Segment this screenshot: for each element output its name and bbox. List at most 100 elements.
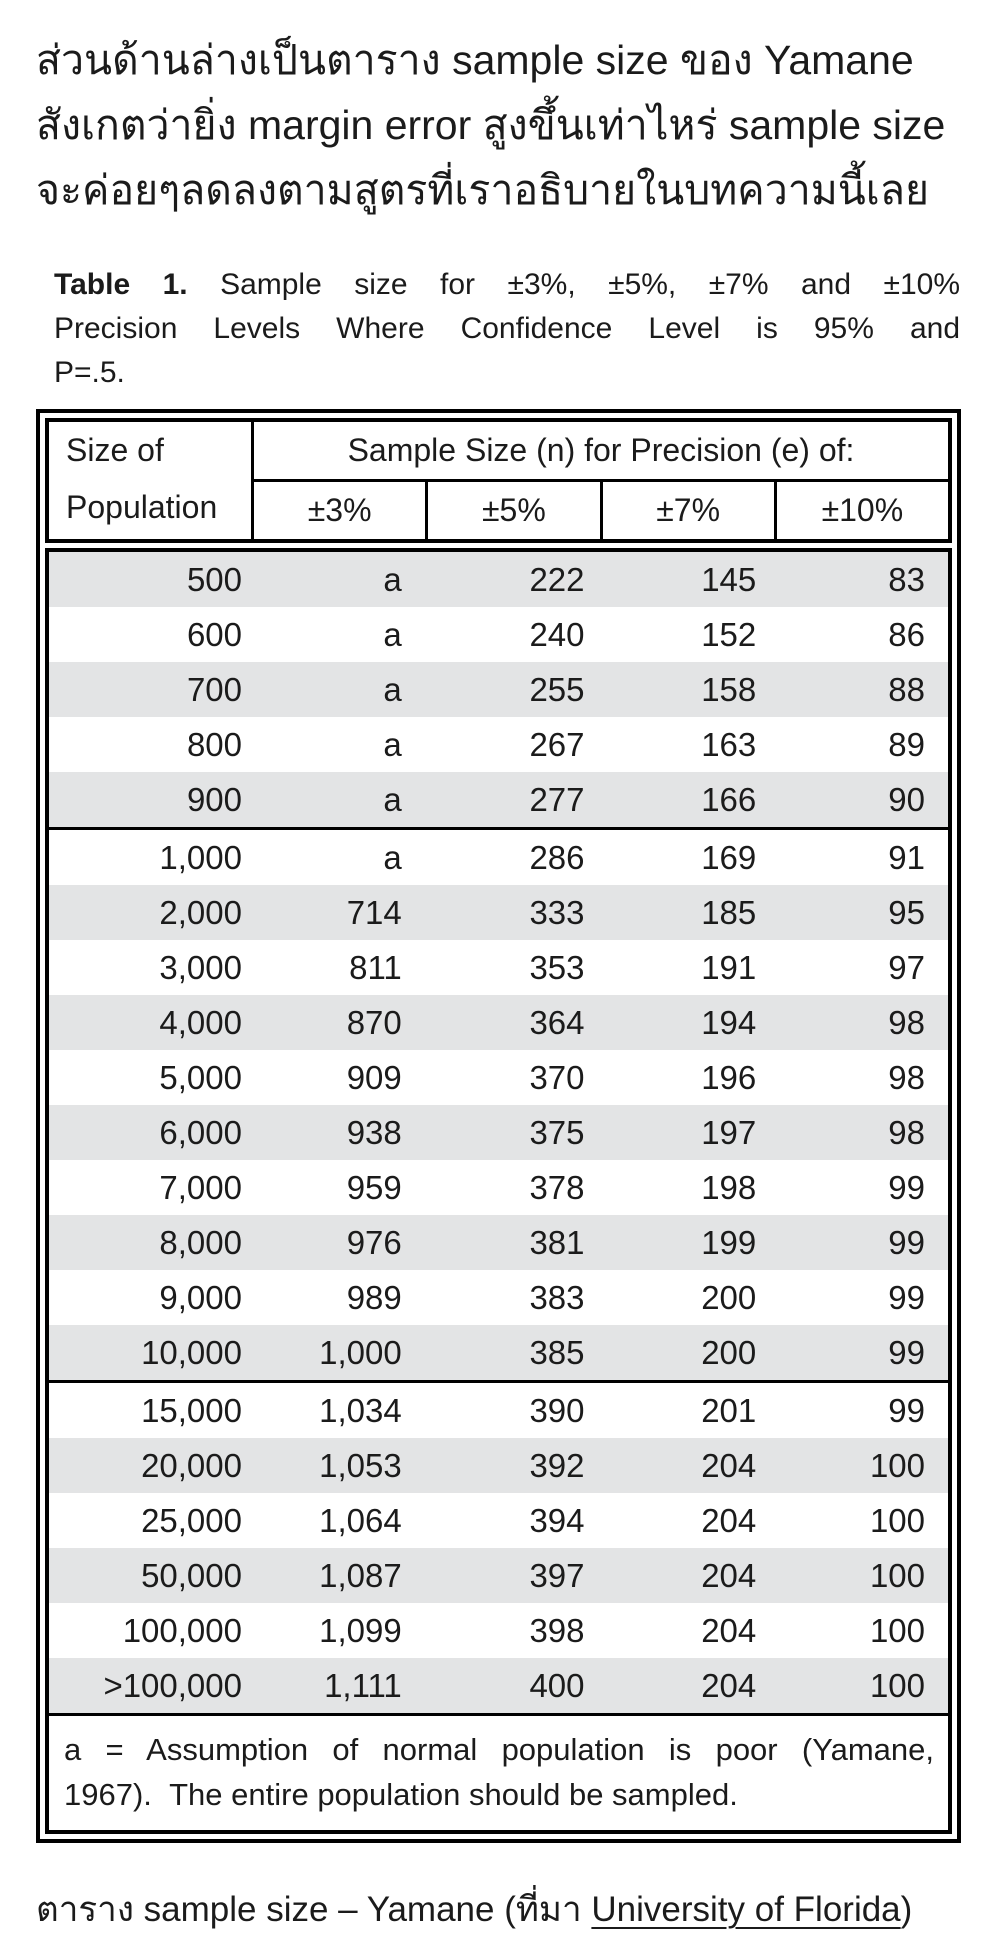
caption: ตาราง sample size – Yamane (ที่มา Univer… — [36, 1885, 969, 1955]
sample-size-table: Size of Population Sample Size (n) for P… — [36, 409, 961, 1843]
table-cell: a — [383, 725, 402, 763]
table-cell: 286 — [529, 838, 585, 876]
table-header: Size of Population Sample Size (n) for P… — [45, 418, 952, 543]
table-title-line-2: Precision Levels Where Confidence Level … — [54, 312, 960, 345]
table-row: 800 a 267 163 89 — [49, 717, 948, 772]
table-cell: 353 — [529, 948, 585, 986]
table-cell: 364 — [529, 1003, 585, 1041]
table-cell: 50,000 — [141, 1556, 242, 1594]
table-cell: 222 — [529, 560, 585, 598]
table-cell: a — [383, 560, 402, 598]
table-cell: 1,034 — [319, 1391, 402, 1429]
table-title-text: Sample size for ±3%, ±5%, ±7% and ±10% — [220, 268, 960, 301]
table-row-group: 500 a 222 145 83 600 a 240 152 86 700 a 255 158 88 800 a… — [49, 552, 948, 827]
table-cell: 4,000 — [159, 1003, 242, 1041]
table-cell: 191 — [701, 948, 757, 986]
table-cell: 1,053 — [319, 1446, 402, 1484]
table-row: 7,000 959 378 198 99 — [49, 1160, 948, 1215]
table-cell: 200 — [701, 1333, 757, 1371]
table-cell: 89 — [888, 725, 925, 763]
table-cell: 7,000 — [159, 1168, 242, 1206]
table-cell: 100 — [869, 1556, 925, 1594]
table-cell: 397 — [529, 1556, 585, 1594]
table-cell: 381 — [529, 1223, 585, 1261]
table-cell: 97 — [888, 948, 925, 986]
caption-suffix: ) — [900, 1890, 913, 1929]
table-cell: 1,099 — [319, 1611, 402, 1649]
table-cell: 267 — [529, 725, 585, 763]
table-cell: 390 — [529, 1391, 585, 1429]
table-cell: 5,000 — [159, 1058, 242, 1096]
table-cell: 204 — [701, 1501, 757, 1539]
table-cell: 400 — [529, 1666, 585, 1704]
table-cell: 194 — [701, 1003, 757, 1041]
intro-line-3: จะค่อยๆลดลงตามสูตรที่เราอธิบายในบทความนี… — [36, 167, 929, 213]
table-cell: 204 — [701, 1556, 757, 1594]
table-title: Table 1. Sample size for ±3%, ±5%, ±7% a… — [54, 263, 960, 395]
university-of-florida-link[interactable]: University of Florida — [591, 1890, 901, 1929]
table-row: 500 a 222 145 83 — [49, 552, 948, 607]
table-cell: 375 — [529, 1113, 585, 1151]
table-cell: 86 — [888, 615, 925, 653]
table-cell: 900 — [186, 780, 242, 818]
table-cell: 909 — [346, 1058, 402, 1096]
intro-line-2: สังเกตว่ายิ่ง margin error สูงขึ้นเท่าไห… — [36, 102, 946, 148]
header-size-of: Size of — [66, 432, 164, 468]
table-cell: 959 — [346, 1168, 402, 1206]
header-col-10pct: ±10% — [821, 492, 904, 528]
table-cell: 1,000 — [159, 838, 242, 876]
table-cell: a — [383, 615, 402, 653]
table-cell: 199 — [701, 1223, 757, 1261]
table-cell: 145 — [701, 560, 757, 598]
table-cell: 91 — [888, 838, 925, 876]
table-cell: 196 — [701, 1058, 757, 1096]
table-row: 600 a 240 152 86 — [49, 607, 948, 662]
table-title-line-3: P=.5. — [54, 356, 125, 389]
table-row: 700 a 255 158 88 — [49, 662, 948, 717]
table-cell: 811 — [349, 948, 402, 986]
table-cell: 99 — [888, 1168, 925, 1206]
table-cell: 800 — [186, 725, 242, 763]
table-cell: 870 — [346, 1003, 402, 1041]
table-cell: 197 — [701, 1113, 757, 1151]
table-cell: 1,000 — [319, 1333, 402, 1371]
footnote-line-2: 1967). The entire population should be s… — [64, 1777, 738, 1812]
table-cell: 240 — [529, 615, 585, 653]
table-cell: 83 — [888, 560, 925, 598]
table-cell: 255 — [529, 670, 585, 708]
table-cell: 383 — [529, 1278, 585, 1316]
table-cell: 714 — [346, 893, 402, 931]
table-cell: 201 — [701, 1391, 757, 1429]
table-cell: 166 — [701, 780, 757, 818]
table-row: 8,000 976 381 199 99 — [49, 1215, 948, 1270]
table-cell: 8,000 — [159, 1223, 242, 1261]
table-cell: 90 — [888, 780, 925, 818]
table-row: 100,000 1,099 398 204 100 — [49, 1603, 948, 1658]
header-precision-columns: ±3% ±5% ±7% ±10% — [254, 482, 948, 539]
table-cell: a — [383, 780, 402, 818]
table-cell: 204 — [701, 1446, 757, 1484]
table-cell: 100,000 — [122, 1611, 242, 1649]
table-cell: 169 — [701, 838, 757, 876]
table-cell: 95 — [888, 893, 925, 931]
table-cell: 938 — [346, 1113, 402, 1151]
header-col-5pct: ±5% — [428, 482, 603, 539]
table-cell: 989 — [346, 1278, 402, 1316]
table-cell: 1,111 — [324, 1666, 402, 1704]
table-cell: 15,000 — [141, 1391, 242, 1429]
table-cell: 163 — [701, 725, 757, 763]
table-cell: 100 — [869, 1611, 925, 1649]
table-cell: 200 — [701, 1278, 757, 1316]
table-cell: a — [383, 670, 402, 708]
table-cell: 98 — [888, 1113, 925, 1151]
table-cell: 20,000 — [141, 1446, 242, 1484]
table-cell: 370 — [529, 1058, 585, 1096]
table-row: 25,000 1,064 394 204 100 — [49, 1493, 948, 1548]
table-cell: 25,000 — [141, 1501, 242, 1539]
table-footnote: a = Assumption of normal population is p… — [49, 1713, 948, 1830]
table-row: 50,000 1,087 397 204 100 — [49, 1548, 948, 1603]
table-row: 6,000 938 375 197 98 — [49, 1105, 948, 1160]
table-cell: 700 — [186, 670, 242, 708]
table-cell: 976 — [346, 1223, 402, 1261]
table-row: 9,000 989 383 200 99 — [49, 1270, 948, 1325]
